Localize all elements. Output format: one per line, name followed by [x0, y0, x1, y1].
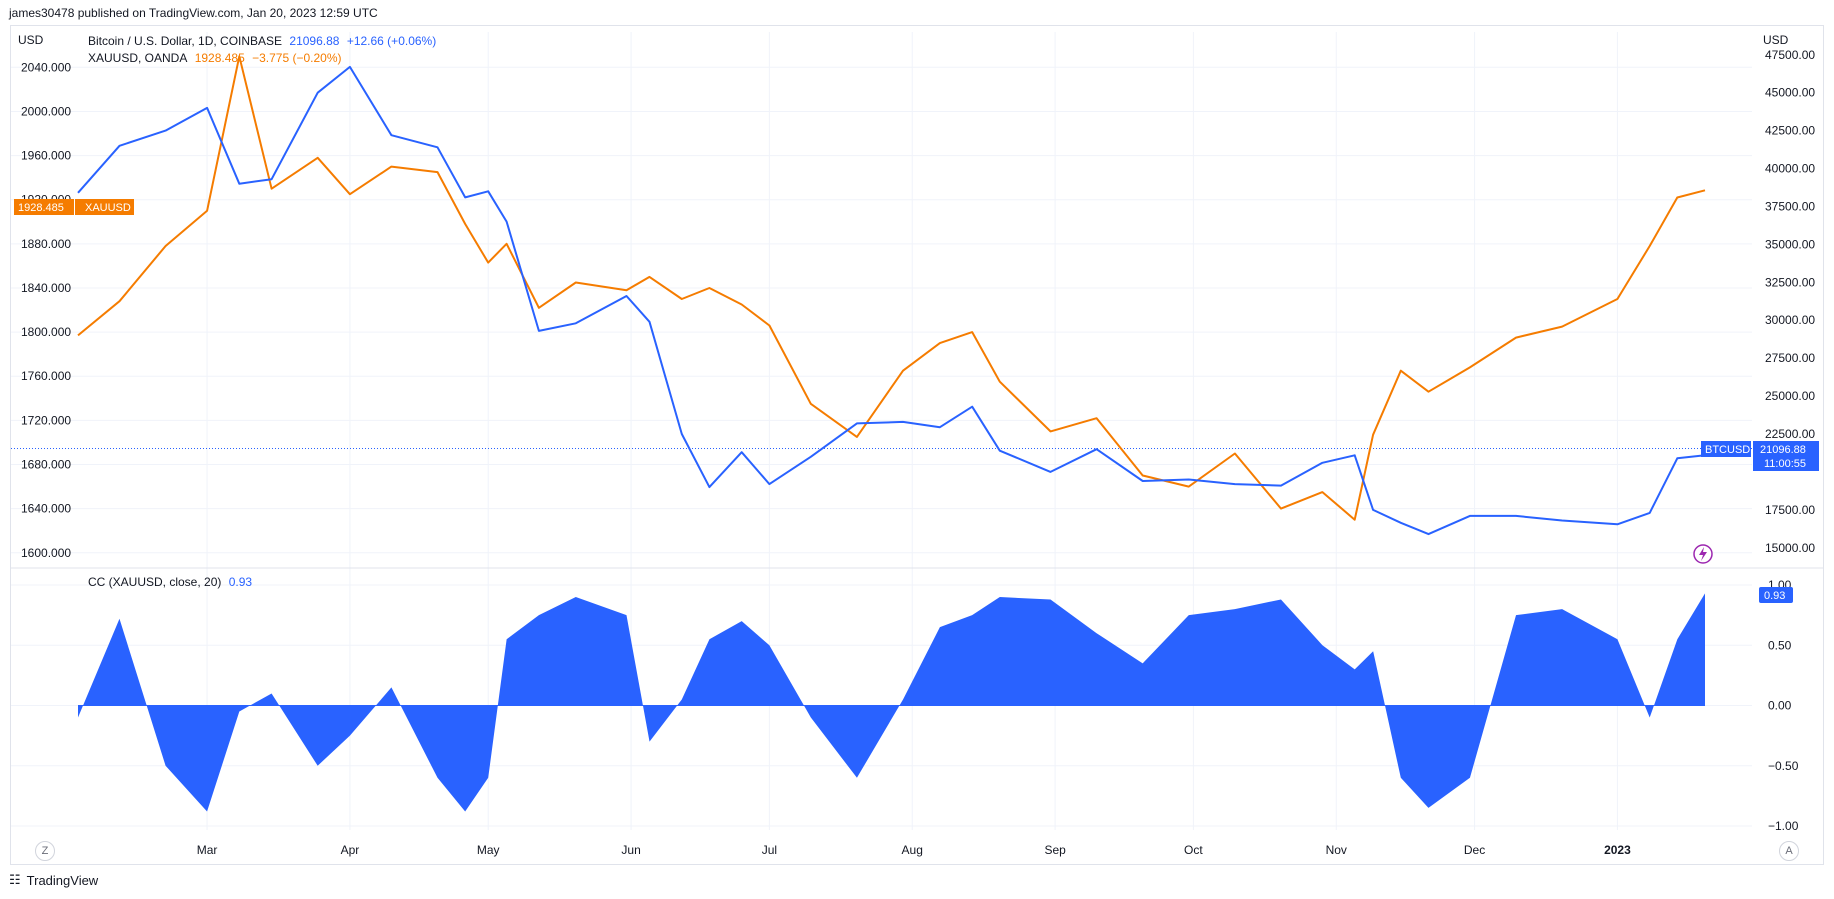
time-axis-label: May	[477, 843, 500, 857]
auto-scale-button[interactable]: A	[1779, 841, 1799, 861]
time-axis[interactable]: Mar Apr May Jun Jul Aug Sep Oct Nov Dec 2023	[197, 843, 1631, 857]
cc-tick-label: 0.00	[1768, 699, 1792, 713]
cc-area	[78, 593, 1705, 812]
btc-legend-change: +12.66 (+0.06%)	[346, 34, 437, 48]
time-axis-label: Oct	[1184, 843, 1203, 857]
tradingview-logo-icon: ☷	[9, 872, 21, 887]
price-series	[77, 55, 1706, 536]
left-tick-label: 1960.000	[21, 149, 71, 163]
right-tick-label: 37500.00	[1765, 199, 1815, 213]
chart-frame[interactable]	[10, 25, 1824, 865]
cc-legend-name: CC (XAUUSD, close, 20)	[88, 575, 222, 589]
time-axis-label: Sep	[1044, 843, 1066, 857]
left-tick-label: 1800.000	[21, 325, 71, 339]
lightning-icon[interactable]	[1693, 544, 1713, 564]
right-price-axis[interactable]: 47500.00 45000.00 42500.00 40000.00 37500.00…	[1765, 48, 1815, 555]
right-tick-label: 22500.00	[1765, 427, 1815, 441]
cc-tag-value: 0.93	[1764, 590, 1785, 602]
xau-legend-name: XAUUSD, OANDA	[88, 51, 188, 65]
left-tick-label: 1840.000	[21, 281, 71, 295]
right-tick-label: 25000.00	[1765, 389, 1815, 403]
btc-line	[77, 65, 1706, 536]
btc-price-tag: BTCUSD 21096.88 11:00:55	[1701, 441, 1819, 471]
btc-tag-countdown: 11:00:55	[1764, 458, 1806, 470]
xau-tag-value: 1928.485	[18, 202, 64, 214]
cc-legend-value: 0.93	[228, 575, 253, 589]
left-tick-label: 1720.000	[21, 413, 71, 427]
right-tick-label: 35000.00	[1765, 237, 1815, 251]
left-tick-label: 1680.000	[21, 457, 71, 471]
right-tick-label: 47500.00	[1765, 48, 1815, 62]
left-axis-unit: USD	[18, 33, 44, 47]
right-tick-label: 17500.00	[1765, 503, 1815, 517]
time-axis-label: Jun	[621, 843, 640, 857]
left-tick-label: 1880.000	[21, 237, 71, 251]
btc-legend-value: 21096.88	[289, 34, 340, 48]
right-tick-label: 15000.00	[1765, 541, 1815, 555]
xau-legend-change: −3.775 (−0.20%)	[252, 51, 342, 65]
btc-legend-name: Bitcoin / U.S. Dollar, 1D, COINBASE	[88, 34, 283, 48]
xau-line	[77, 55, 1706, 521]
right-tick-label: 40000.00	[1765, 162, 1815, 176]
left-tick-label: 2000.000	[21, 104, 71, 118]
xau-price-tag: 1928.485 XAUUSD	[14, 199, 134, 215]
published-header: james30478 published on TradingView.com,…	[9, 6, 378, 20]
right-tick-label: 30000.00	[1765, 313, 1815, 327]
time-axis-label: Apr	[341, 843, 360, 857]
left-price-axis[interactable]: 2040.0002000.0001960.0001920.0001880.000…	[21, 60, 71, 559]
footer-brand[interactable]: ☷ TradingView	[9, 872, 98, 888]
time-axis-label: Mar	[197, 843, 218, 857]
time-axis-label: Jul	[762, 843, 777, 857]
cc-legend[interactable]: CC (XAUUSD, close, 20) 0.93	[88, 575, 256, 589]
time-axis-label: 2023	[1604, 843, 1631, 857]
left-tick-label: 2040.000	[21, 60, 71, 74]
cc-tick-label: −0.50	[1768, 759, 1799, 773]
left-tick-label: 1760.000	[21, 369, 71, 383]
btc-tag-value: 21096.88	[1760, 444, 1806, 456]
right-tick-label: 27500.00	[1765, 351, 1815, 365]
time-axis-label: Aug	[902, 843, 923, 857]
left-tick-label: 1600.000	[21, 546, 71, 560]
left-tick-label: 1640.000	[21, 502, 71, 516]
time-axis-label: Dec	[1464, 843, 1485, 857]
right-tick-label: 42500.00	[1765, 124, 1815, 138]
cc-tick-label: 0.50	[1768, 638, 1792, 652]
cc-tick-label: −1.00	[1768, 819, 1799, 833]
footer-brand-label: TradingView	[26, 872, 99, 888]
right-tick-label: 32500.00	[1765, 275, 1815, 289]
zoom-reset-button[interactable]: Z	[35, 841, 55, 861]
right-axis-unit: USD	[1763, 33, 1789, 47]
btc-legend[interactable]: Bitcoin / U.S. Dollar, 1D, COINBASE 2109…	[88, 34, 440, 48]
xau-legend[interactable]: XAUUSD, OANDA 1928.485 −3.775 (−0.20%)	[88, 51, 346, 65]
btc-tag-name: BTCUSD	[1705, 444, 1750, 456]
cc-value-tag: 0.93	[1759, 587, 1793, 603]
time-axis-label: Nov	[1326, 843, 1347, 857]
cc-axis[interactable]: 1.000.500.00−0.50−1.00	[1768, 578, 1799, 833]
right-tick-label: 45000.00	[1765, 86, 1815, 100]
xau-legend-value: 1928.485	[194, 51, 245, 65]
cc-area-series	[78, 593, 1705, 812]
xau-tag-name: XAUUSD	[85, 202, 131, 214]
